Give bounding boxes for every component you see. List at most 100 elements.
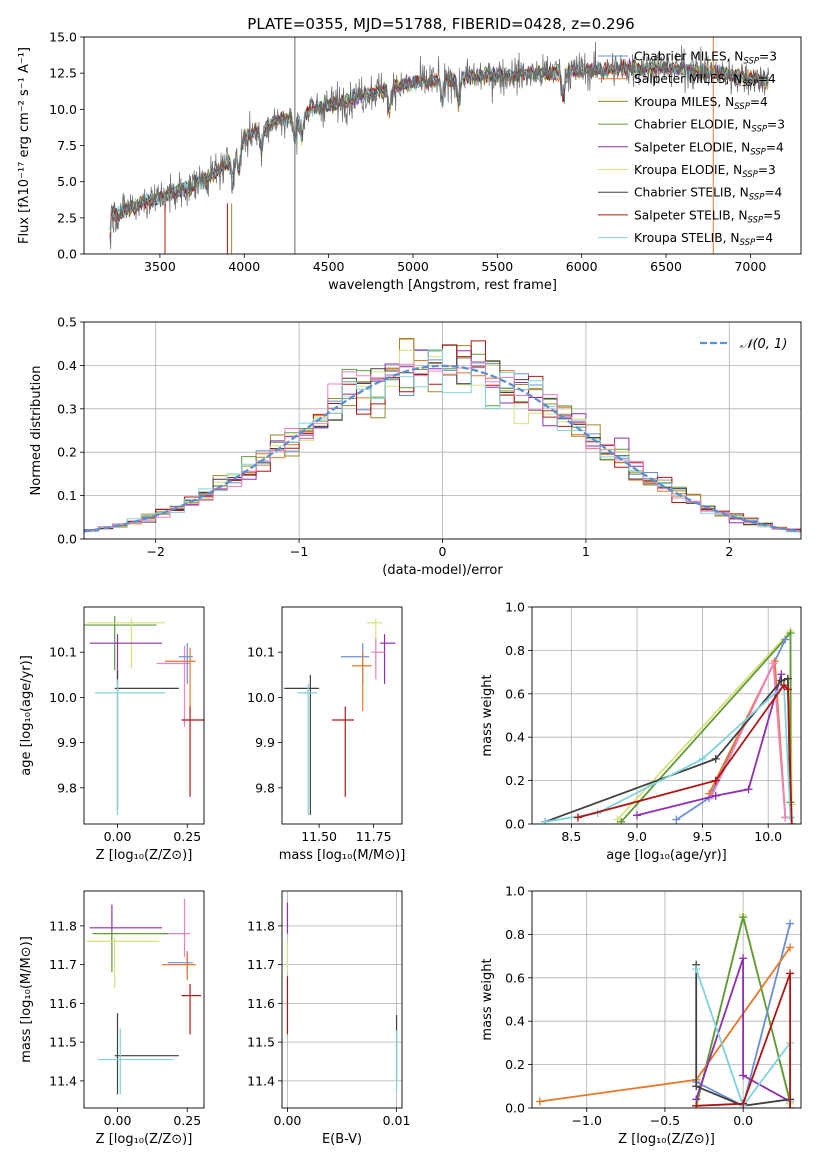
- x-tick-label: 9.5: [693, 829, 713, 844]
- y-tick-label: 11.4: [49, 1073, 77, 1088]
- errorbar-point: [86, 937, 160, 988]
- x-tick-label: 0.0: [733, 1113, 753, 1128]
- y-tick-label: 1.0: [505, 884, 525, 899]
- y-tick-label: 7.5: [57, 138, 77, 153]
- legend-label: Chabrier STELIB, NSSP=4: [634, 186, 783, 203]
- y-tick-label: 10.1: [49, 645, 77, 660]
- weight-marker: [786, 943, 795, 952]
- y-tick-label: 0.0: [57, 532, 77, 547]
- plot-area: [282, 891, 402, 1108]
- errorbar-point: [371, 638, 385, 680]
- errorbar-point: [367, 618, 383, 669]
- errorbar-point: [97, 1028, 174, 1095]
- y-tick-label: 0.5: [57, 315, 77, 330]
- errorbar-point: [340, 643, 370, 684]
- panel-weight_vs_age: 8.5 9.0 9.5 10.0 0.0 0.2 0.4 0.6 0.8 1.0 age [log₁…: [480, 600, 802, 863]
- legend-label: Salpeter MILES, NSSP=4: [634, 72, 776, 89]
- y-tick-label: 1.0: [505, 600, 525, 615]
- errorbar-point: [332, 706, 354, 797]
- y-tick-label: 0.2: [57, 445, 77, 460]
- axes-frame: [83, 321, 802, 540]
- y-tick-label: 11.4: [247, 1073, 275, 1088]
- errorbar-point: [89, 634, 163, 684]
- x-tick-label: 0.25: [173, 829, 201, 844]
- x-tick-label: −0.5: [650, 1113, 680, 1128]
- weight-marker: [786, 813, 795, 822]
- legend-label: Salpeter STELIB, NSSP=5: [634, 208, 781, 225]
- x-axis-label: Z [log₁₀(Z/Z⊙)]: [96, 1132, 193, 1147]
- x-tick-label: 0.01: [383, 1113, 411, 1128]
- weight-marker: [786, 1104, 795, 1108]
- x-axis-label: E(B-V): [322, 1132, 362, 1147]
- figure-title: PLATE=0355, MJD=51788, FIBERID=0428, z=0…: [247, 15, 634, 33]
- y-tick-label: 9.8: [255, 780, 275, 795]
- weight-marker: [783, 674, 792, 683]
- errorbar-point: [89, 904, 163, 944]
- panel-residuals: −2 −1 0 1 2 0.0 0.1 0.2 0.3 0.4 0.5 (data-model)/er…: [29, 315, 802, 578]
- x-axis-label: age [log₁₀(age/yr)]: [606, 848, 727, 863]
- axes-frame: [83, 606, 205, 825]
- axes-frame: [83, 36, 802, 255]
- errorbar-point: [380, 634, 396, 684]
- y-tick-label: 0.0: [57, 247, 77, 262]
- y-tick-label: 2.5: [57, 210, 77, 225]
- weight-marker: [739, 913, 748, 922]
- errorbar-point: [114, 1013, 179, 1095]
- errorbar-point: [92, 929, 168, 973]
- plot-area: [532, 607, 801, 824]
- weight-marker: [541, 817, 550, 824]
- weight-marker: [692, 1082, 701, 1091]
- errorbar-point: [114, 670, 179, 811]
- panel-age_vs_Z: 0.00 0.25 9.8 9.9 10.0 10.1 Z [log₁₀(Z/Z⊙)] age…: [19, 606, 205, 863]
- x-tick-label: 0.00: [274, 1113, 302, 1128]
- y-tick-label: 0.4: [505, 730, 525, 745]
- errorbar-point: [181, 706, 204, 797]
- x-tick-label: 7000: [734, 259, 766, 274]
- weight-marker: [769, 659, 778, 668]
- weight-line: [544, 677, 792, 823]
- y-axis-label: age [log₁₀(age/yr)]: [19, 655, 34, 776]
- legend-gauss-label: 𝒩(0, 1): [740, 337, 787, 352]
- x-tick-label: 0.25: [173, 1113, 201, 1128]
- weight-marker: [779, 681, 788, 690]
- weight-marker: [711, 754, 720, 763]
- gaussian-curve: [84, 364, 801, 533]
- weight-marker: [711, 791, 720, 800]
- y-tick-label: 11.7: [49, 957, 77, 972]
- errorbar-point: [181, 984, 202, 1035]
- y-tick-label: 12.5: [49, 66, 77, 81]
- y-tick-label: 10.0: [49, 102, 77, 117]
- x-axis-label: wavelength [Angstrom, rest frame]: [328, 278, 557, 293]
- plot-area: [284, 618, 396, 815]
- weight-marker: [617, 817, 626, 824]
- x-tick-label: 0.00: [104, 1113, 132, 1128]
- weight-marker: [632, 811, 641, 820]
- axes-frame: [281, 890, 403, 1109]
- weight-line: [636, 674, 783, 817]
- legend-label: Chabrier MILES, NSSP=3: [634, 50, 777, 67]
- x-tick-label: 1: [582, 544, 590, 559]
- x-axis-label: (data-model)/error: [382, 563, 503, 578]
- observed-spectrum: [109, 41, 769, 250]
- y-tick-label: 11.6: [247, 996, 275, 1011]
- weight-marker: [744, 785, 753, 794]
- plot-area: [86, 898, 202, 1095]
- y-axis-label: Normed distribution: [29, 366, 44, 496]
- legend-label: Kroupa ELODIE, NSSP=3: [634, 163, 776, 180]
- x-tick-label: 11.75: [356, 829, 392, 844]
- y-tick-label: 0.4: [57, 358, 77, 373]
- x-tick-label: 10.0: [754, 829, 782, 844]
- y-tick-label: 0.1: [57, 488, 77, 503]
- y-tick-label: 9.9: [255, 735, 275, 750]
- plot-area: [84, 616, 204, 815]
- errorbar-point: [156, 645, 191, 727]
- x-tick-label: 5500: [481, 259, 513, 274]
- weight-marker: [739, 1099, 748, 1108]
- x-tick-label: 4000: [228, 259, 260, 274]
- x-tick-label: −2: [146, 544, 164, 559]
- y-tick-label: 0.8: [505, 643, 525, 658]
- panel-mass_vs_EBV: 0.00 0.01 11.4 11.5 11.6 11.7 11.8 E(B-V): [247, 890, 411, 1147]
- x-axis-label: Z [log₁₀(Z/Z⊙)]: [96, 848, 193, 863]
- y-tick-label: 0.6: [505, 970, 525, 985]
